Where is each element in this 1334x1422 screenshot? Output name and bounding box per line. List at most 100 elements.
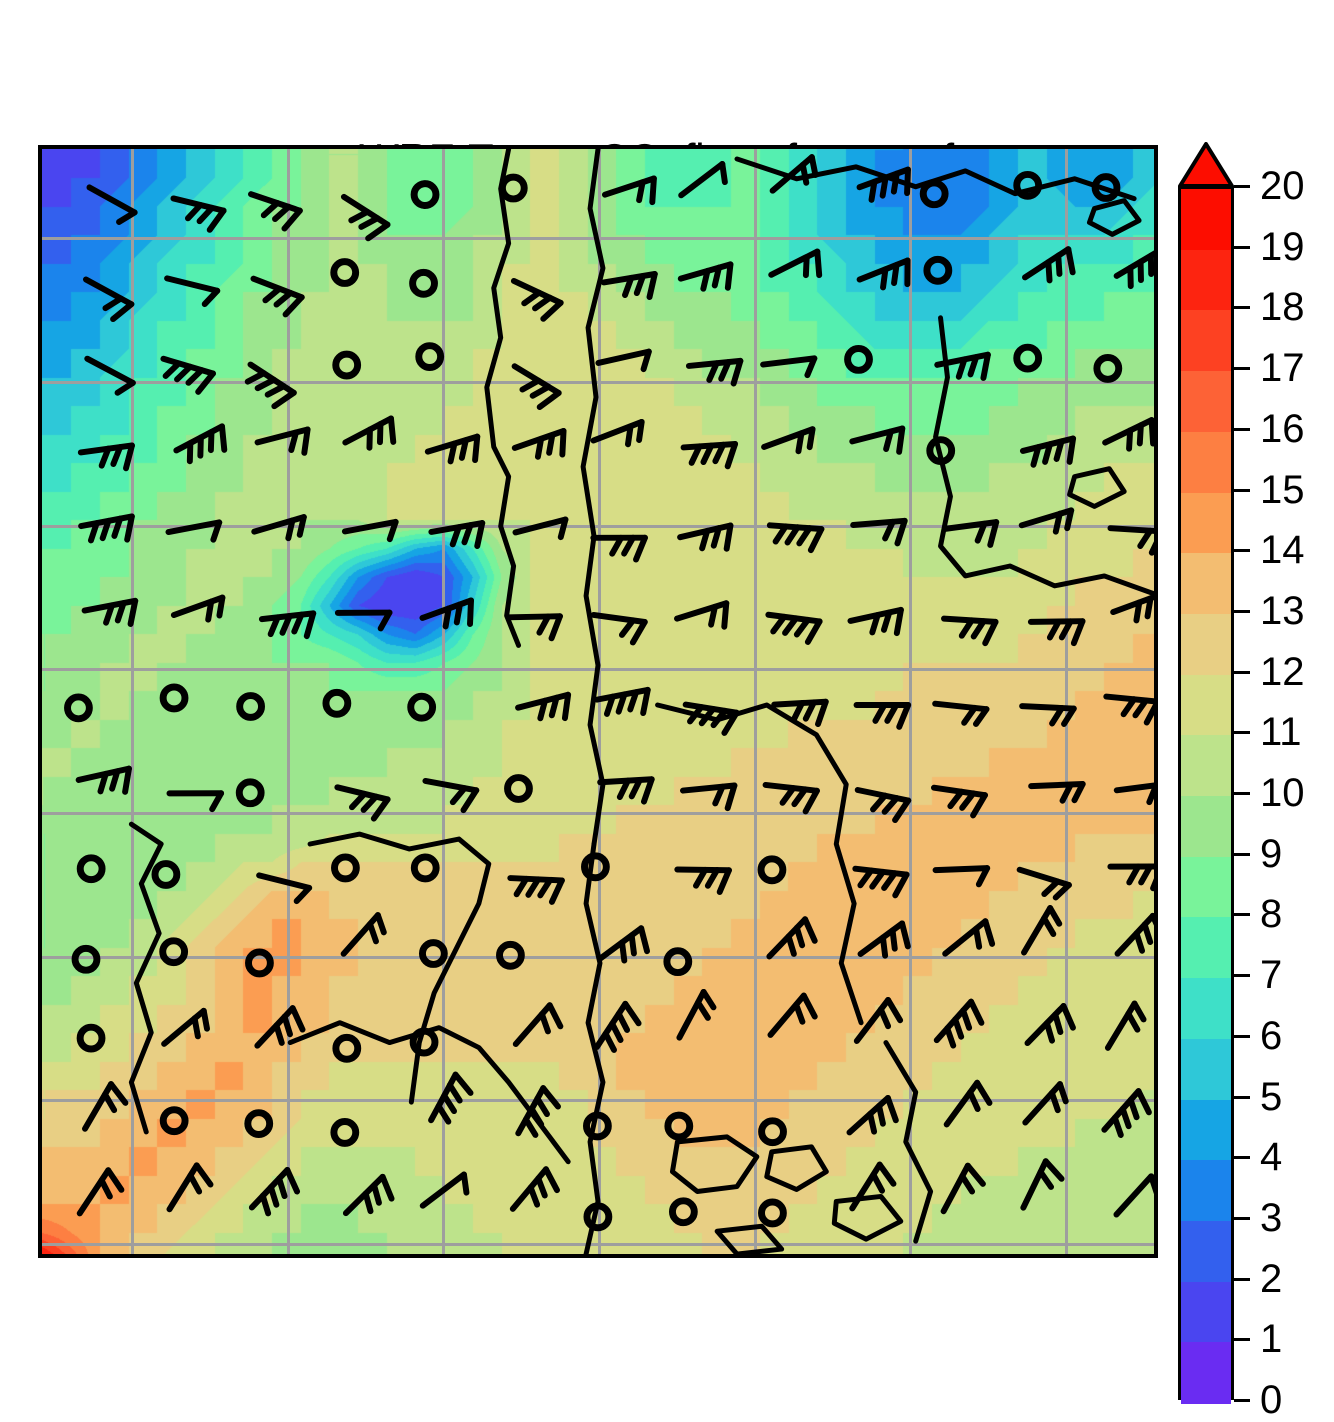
coastline-segment [737, 159, 1134, 199]
colorbar-tick-label: 18 [1260, 287, 1305, 327]
wind-barb-feather [300, 517, 304, 535]
wind-barb-shaft [1022, 706, 1074, 708]
calm-wind-circle [848, 348, 870, 370]
wind-barb-shaft [944, 1166, 968, 1212]
wind-barb-feather [562, 431, 563, 455]
colorbar-tick-label: 16 [1260, 409, 1305, 449]
wind-barb-feather [533, 387, 549, 396]
wind-barb-feather [1067, 510, 1071, 528]
wind-barb-feather [166, 363, 179, 376]
wind-barb-shaft [852, 1165, 879, 1209]
wind-barb-feather [1044, 882, 1057, 895]
wind-barb-shaft [85, 1084, 111, 1129]
wind-barb-feather [543, 1088, 558, 1106]
colorbar-tick-label: 7 [1260, 955, 1282, 995]
coastline-segment [834, 1196, 901, 1239]
wind-barb-feather [796, 1005, 802, 1022]
wind-barb-shaft [594, 422, 642, 441]
wind-barb-shaft [935, 704, 986, 709]
wind-barb-shaft [425, 781, 476, 790]
calm-wind-circle [1017, 347, 1039, 369]
colorbar-tick [1234, 671, 1250, 674]
wind-barb-feather [652, 178, 654, 202]
wind-barb-feather [883, 938, 885, 956]
wind-barb-feather [895, 875, 906, 896]
wind-barb-feather [378, 915, 384, 932]
wind-barb-feather [704, 992, 714, 1007]
wind-barb-feather [263, 1196, 268, 1213]
wind-barb-feather [265, 289, 279, 301]
wind-barb-feather [622, 942, 624, 960]
wind-barb-feather [894, 265, 896, 283]
calm-wind-circle [240, 696, 262, 718]
wind-barb-feather [366, 1194, 371, 1212]
wind-barb-feather [625, 1004, 638, 1023]
wind-barb-feather [612, 1024, 620, 1040]
wind-barb-shaft [89, 187, 134, 212]
wind-barb-feather [444, 1096, 454, 1111]
wind-barb-feather [258, 380, 274, 388]
wind-barb-feather [810, 429, 813, 447]
wind-barb-feather [304, 429, 307, 452]
calm-wind-circle [334, 262, 356, 284]
wind-barb-feather [188, 370, 201, 383]
wind-barb-feather [279, 1179, 284, 1196]
wind-barb-feather [293, 1008, 303, 1029]
wind-barb-feather [248, 373, 264, 381]
colorbar-tick-label: 4 [1260, 1137, 1282, 1177]
calm-wind-circle [163, 687, 185, 709]
wind-barb-feather [374, 1185, 379, 1203]
wind-barb-feather [971, 1002, 981, 1023]
wind-barb-shaft [681, 164, 722, 195]
wind-barb-feather [526, 1119, 536, 1134]
wind-barb-feather [457, 604, 460, 622]
colorbar-tick-label: 3 [1260, 1198, 1282, 1238]
wind-barb-feather [105, 1094, 114, 1110]
wind-barb-feather [808, 621, 820, 642]
wind-barb-feather [698, 1002, 708, 1017]
wind-barb-feather [177, 367, 190, 380]
wind-barb-feather [1047, 1023, 1052, 1040]
wind-barb-feather [277, 293, 291, 305]
wind-barb-feather [639, 422, 642, 440]
calm-wind-circle [927, 259, 949, 281]
wind-barb-feather [208, 602, 211, 620]
wind-barb-feather [383, 1177, 392, 1199]
calm-wind-circle [667, 951, 689, 973]
wind-barb-feather [902, 923, 908, 946]
coastline-segment [487, 149, 519, 645]
wind-barb-feather [195, 1018, 198, 1036]
wind-barb-feather [1128, 1014, 1137, 1030]
wind-barb-shaft [423, 1175, 464, 1206]
wind-barb-feather [524, 293, 539, 304]
colorbar-tick-label: 11 [1260, 712, 1302, 752]
wind-barb-feather [1137, 933, 1143, 950]
wind-barb-feather [450, 1085, 460, 1100]
wind-barb-feather [1055, 1015, 1060, 1032]
wind-barb-shaft [763, 358, 814, 364]
wind-barb-feather [720, 870, 729, 892]
map-axes[interactable] [38, 145, 1158, 1258]
wind-barb-feather [888, 1000, 900, 1020]
wind-barb-feather [543, 303, 560, 319]
wind-barb-feather [542, 1014, 548, 1031]
wind-barb-feather [628, 426, 631, 444]
wind-barb-shaft [853, 521, 905, 525]
wind-barb-feather [1147, 702, 1154, 723]
colorbar-tick [1234, 1156, 1250, 1159]
wind-barb-feather [1129, 430, 1130, 448]
calm-wind-circle [1097, 357, 1119, 379]
wind-barb-shaft [605, 178, 654, 194]
wind-barb-feather [1070, 439, 1073, 462]
colorbar-tick [1234, 489, 1250, 492]
coastline-segment [586, 844, 603, 1254]
wind-barb-shaft [345, 522, 396, 532]
wind-barb-feather [885, 798, 897, 812]
wind-barb-shaft [764, 429, 812, 447]
wind-barb-feather [287, 1170, 297, 1192]
wind-barb-feather [1056, 885, 1069, 898]
calm-wind-circle [502, 177, 524, 199]
calm-wind-circle [248, 1113, 270, 1135]
wind-barb-feather [1074, 621, 1083, 643]
